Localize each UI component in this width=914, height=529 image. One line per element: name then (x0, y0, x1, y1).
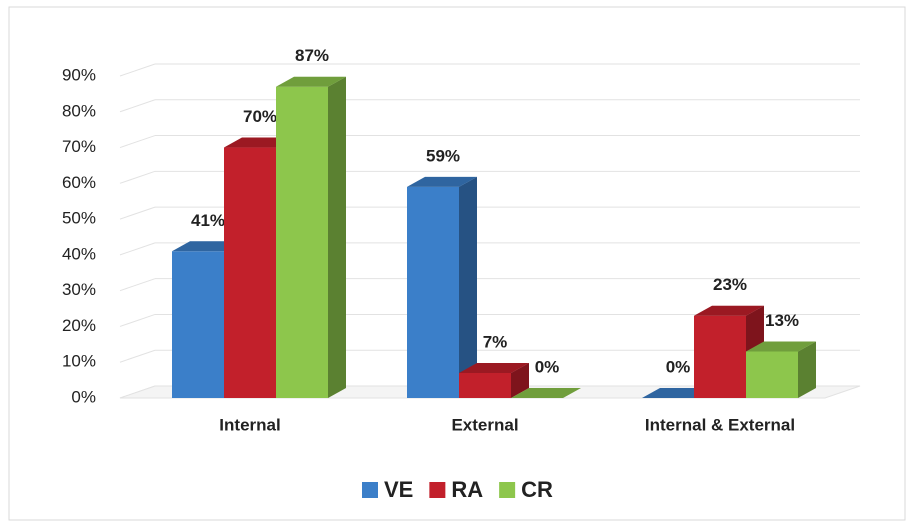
y-tick-label: 70% (62, 137, 96, 156)
bar-top-shade (459, 362, 529, 373)
bar-side-shade (511, 362, 529, 398)
y-tick-label: 40% (62, 244, 96, 263)
bar-side-shade (459, 176, 477, 398)
grid-line-side (119, 206, 156, 220)
bar-top (511, 388, 581, 398)
legend-label: VE (384, 477, 413, 502)
bar-side-shade (798, 341, 816, 398)
bar (694, 315, 746, 398)
y-tick-label: 30% (62, 280, 96, 299)
grid-line-side (119, 242, 156, 256)
bar-3d (746, 341, 816, 398)
bar (746, 351, 798, 398)
y-tick-label: 90% (62, 65, 96, 84)
bar-top-shade (511, 388, 581, 398)
y-tick-label: 80% (62, 101, 96, 120)
bar-side (798, 341, 816, 398)
bar-top (459, 362, 529, 373)
data-label: 70% (243, 107, 277, 126)
bar-3d (276, 76, 346, 398)
bar-side (328, 76, 346, 398)
legend-swatch (429, 482, 446, 498)
legend-label: RA (451, 477, 483, 502)
data-label: 7% (483, 332, 508, 351)
y-tick-label: 0% (71, 387, 96, 406)
bar-3d (511, 388, 581, 398)
bar-3d (407, 176, 477, 398)
bar (172, 251, 224, 398)
y-tick-label: 10% (62, 352, 96, 371)
bar-top (746, 341, 816, 352)
grid-line-side (119, 313, 156, 327)
bar-top (407, 176, 477, 187)
bar-top-shade (276, 76, 346, 87)
bar-3d (459, 362, 529, 398)
bar-top (276, 76, 346, 87)
bar-top-shade (746, 341, 816, 352)
bar-side (511, 362, 529, 398)
data-label: 13% (765, 311, 799, 330)
grid-line-side (119, 99, 156, 113)
legend-swatch (499, 482, 516, 498)
grid-line-side (119, 170, 156, 184)
x-tick-label: External (451, 415, 518, 434)
bar-side-shade (328, 76, 346, 398)
bar-side (459, 176, 477, 398)
y-tick-label: 20% (62, 316, 96, 335)
data-label: 87% (295, 46, 329, 65)
data-label: 41% (191, 211, 225, 230)
bar-top (694, 305, 764, 316)
y-tick-label: 60% (62, 173, 96, 192)
grid-line-side (119, 135, 156, 149)
data-label: 0% (535, 357, 560, 376)
bar (224, 147, 276, 398)
bar-top-shade (407, 176, 477, 187)
data-label: 0% (666, 357, 691, 376)
bar-top-shade (694, 305, 764, 316)
bar (407, 186, 459, 398)
bar (459, 372, 511, 398)
x-tick-label: Internal & External (645, 415, 795, 434)
legend-label: CR (521, 477, 553, 502)
y-tick-label: 50% (62, 209, 96, 228)
bar (276, 86, 328, 398)
grid-line-side (119, 63, 156, 77)
grid-line-side (119, 278, 156, 292)
grid-line-side (119, 349, 156, 363)
x-tick-label: Internal (219, 415, 280, 434)
data-label: 59% (426, 146, 460, 165)
legend-swatch (362, 482, 378, 498)
data-label: 23% (713, 275, 747, 294)
